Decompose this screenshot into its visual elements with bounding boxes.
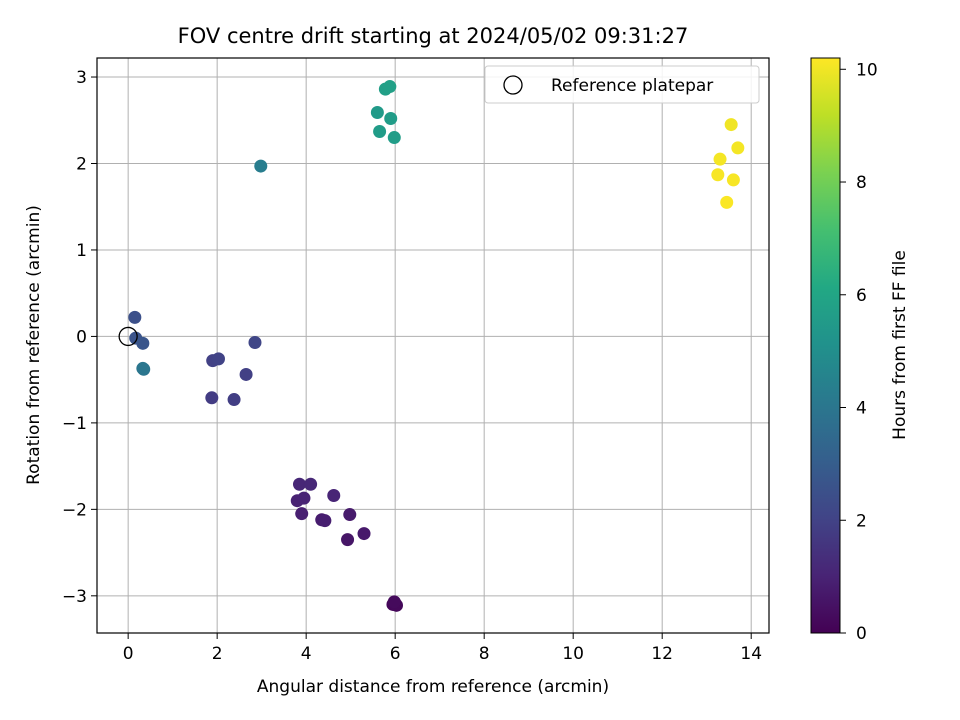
y-axis-label: Rotation from reference (arcmin) [24,205,44,485]
colorbar-tick-label: 8 [856,173,867,193]
grid [97,58,769,633]
plot-frame [96,57,770,634]
x-tick-label: 6 [390,644,401,664]
data-point [387,595,401,609]
data-point [327,489,341,503]
x-tick-label: 12 [651,644,673,664]
data-point [292,477,306,491]
data-point [724,118,738,132]
data-point [304,477,318,491]
colorbar-gradient [810,57,841,634]
colorbar-tick-label: 4 [856,399,867,419]
colorbar-tick-label: 2 [856,511,867,531]
data-point [387,131,401,145]
colorbar-tick-label: 0 [856,624,867,644]
data-point [343,508,357,522]
y-tick-label: −3 [62,587,87,607]
data-point [295,507,309,521]
x-tick-label: 14 [740,644,762,664]
data-point [726,173,740,187]
x-tick-label: 2 [212,644,223,664]
data-point [211,352,225,366]
reference-platepar-marker [118,326,138,347]
reference-marker [118,326,138,347]
legend-label: Reference platepar [551,76,713,96]
colorbar-label: Hours from first FF file [890,250,910,440]
y-tick-label: 3 [76,68,87,88]
colorbar-tick-label: 10 [856,60,878,80]
colorbar-tick-label: 6 [856,286,867,306]
x-tick-label: 10 [562,644,584,664]
y-tick-label: −2 [62,500,87,520]
data-point [136,361,150,375]
legend-box [484,65,760,104]
legend: Reference platepar [484,65,760,104]
x-axis-label: Angular distance from reference (arcmin) [257,677,609,697]
x-axis: 0 2 4 6 8 10 12 14 [123,633,762,664]
data-point [227,393,241,407]
data-point [731,141,745,155]
x-tick-label: 8 [479,644,490,664]
data-point [297,491,311,505]
data-point [318,514,332,528]
data-point [128,310,142,324]
colorbar-ticks: 0 2 4 6 8 10 [840,60,878,644]
y-tick-label: −1 [62,414,87,434]
x-tick-label: 4 [301,644,312,664]
legend-reference-marker [503,75,523,95]
chart-title: FOV centre drift starting at 2024/05/02 … [178,24,689,48]
y-tick-label: 2 [76,154,87,174]
y-tick-label: 1 [76,241,87,261]
data-point [720,195,734,209]
data-points [128,80,745,612]
data-point [711,168,725,182]
data-point [136,336,150,350]
data-point [384,112,398,126]
data-point [205,391,219,405]
data-point [370,105,384,119]
y-tick-label: 0 [76,327,87,347]
data-point [383,80,397,94]
data-point [254,159,268,173]
data-point [341,533,355,547]
data-point [373,124,387,138]
x-tick-label: 0 [123,644,134,664]
data-point [248,335,262,349]
data-point [239,367,253,381]
data-point [713,152,727,166]
y-axis: −3 −2 −1 0 1 2 3 [62,68,97,607]
data-point [357,527,371,541]
colorbar: 0 2 4 6 8 10 Hours from first FF file [810,57,910,644]
